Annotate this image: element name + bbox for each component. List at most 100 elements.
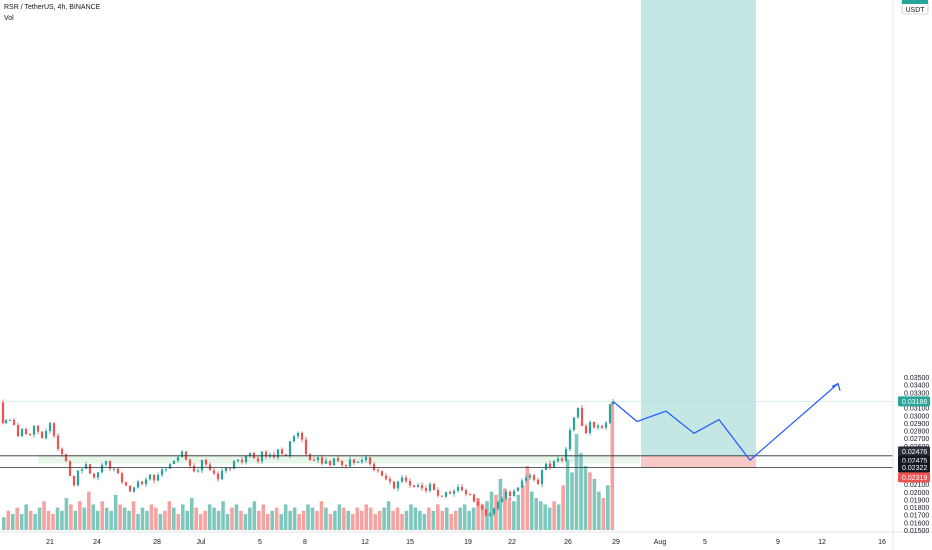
candle-body <box>540 469 544 485</box>
volume-indicator-label: Vol <box>4 15 14 22</box>
stop-zone <box>641 455 756 468</box>
price-tick-label: 0.01900 <box>904 497 929 504</box>
volume-bar <box>60 510 64 530</box>
volume-bar <box>180 504 185 530</box>
candle-body <box>196 470 200 472</box>
volume-bar <box>579 453 583 530</box>
volume-bar <box>364 504 369 530</box>
candle-body <box>260 451 264 462</box>
volume-bar <box>118 504 122 530</box>
time-tick-label: 19 <box>464 539 472 546</box>
candle-body <box>104 461 108 465</box>
volume-bar <box>328 514 333 530</box>
volume-bar <box>409 504 413 530</box>
volume-bar <box>113 494 118 530</box>
candle-body <box>76 470 80 486</box>
price-tick-label: 0.01600 <box>904 520 929 527</box>
candle-body <box>468 494 472 496</box>
candle-body <box>112 468 116 470</box>
candle-body <box>448 492 452 494</box>
candle-body <box>384 475 388 480</box>
candle-body <box>140 481 144 485</box>
price-tick-label: 0.03500 <box>904 375 929 382</box>
volume-bar <box>588 472 592 530</box>
volume-bar <box>498 478 503 530</box>
time-tick-label: 16 <box>878 539 886 546</box>
candle-body <box>392 481 396 489</box>
candle-body <box>212 470 216 474</box>
volume-bar <box>610 402 615 530</box>
volume-bar <box>512 501 516 530</box>
volume-bar <box>55 507 60 530</box>
price-tick-label: 0.03000 <box>904 413 929 420</box>
volume-bar <box>131 501 136 530</box>
candle-body <box>292 436 296 442</box>
candle-body <box>220 470 224 480</box>
candle-body <box>428 484 432 491</box>
volume-bar <box>297 514 301 530</box>
candle-body <box>352 459 356 463</box>
volume-bar <box>248 507 252 530</box>
candle-body <box>596 425 600 428</box>
volume-bar <box>33 514 37 530</box>
time-tick-label: 5 <box>703 539 707 546</box>
candle-body <box>516 487 520 491</box>
candle-body <box>488 513 492 516</box>
candle-body <box>584 425 588 434</box>
volume-bar <box>95 510 100 530</box>
candle-body <box>48 423 52 432</box>
candle-body <box>1 402 5 424</box>
candle-body <box>360 460 364 462</box>
symbol-title: RSR / TetherUS, 4h, BINANCE <box>4 4 101 11</box>
candle-body <box>152 474 156 481</box>
candle-body <box>572 417 576 431</box>
projection-arrowhead <box>831 382 841 391</box>
price-tag <box>898 396 930 407</box>
candle-body <box>452 490 456 494</box>
volume-bar <box>346 510 351 530</box>
volume-bar <box>386 501 391 530</box>
time-tick-label: 12 <box>361 539 369 546</box>
candle-body <box>536 479 540 485</box>
candle-body <box>576 407 580 418</box>
volume-bar <box>230 507 234 530</box>
candle-body <box>72 475 76 486</box>
candle-body <box>520 480 524 488</box>
candle-body <box>444 492 448 497</box>
volume-bar <box>570 472 574 530</box>
candle-body <box>68 461 72 476</box>
volume-bar <box>109 510 113 530</box>
candle-body <box>372 463 376 471</box>
volume-bar <box>552 501 556 530</box>
candle-body <box>568 430 572 450</box>
candle-body <box>552 461 556 468</box>
volume-bar <box>167 501 172 530</box>
candle-body <box>136 481 140 488</box>
volume-bar <box>176 514 181 530</box>
candle-body <box>296 432 300 437</box>
candle-body <box>416 485 420 488</box>
candle-body <box>28 433 32 435</box>
time-tick-label: 8 <box>303 539 307 546</box>
volume-bar <box>503 488 507 530</box>
volume-bar <box>547 507 552 530</box>
candle-body <box>492 508 496 514</box>
candle-body <box>120 473 124 483</box>
time-tick-label: 9 <box>776 539 780 546</box>
volume-bar <box>252 501 257 530</box>
volume-bar <box>122 507 127 530</box>
candle-body <box>16 425 20 437</box>
price-tag <box>898 446 930 457</box>
volume-bar <box>413 507 418 530</box>
volume-bar <box>6 510 11 530</box>
volume-bar <box>565 459 570 530</box>
volume-bar <box>301 510 306 530</box>
candle-body <box>8 419 12 421</box>
price-tag-label: 0.02322 <box>902 465 927 472</box>
candle-body <box>611 401 615 405</box>
price-tag <box>898 462 930 473</box>
candle-body <box>512 490 516 497</box>
volume-bar <box>91 504 96 530</box>
